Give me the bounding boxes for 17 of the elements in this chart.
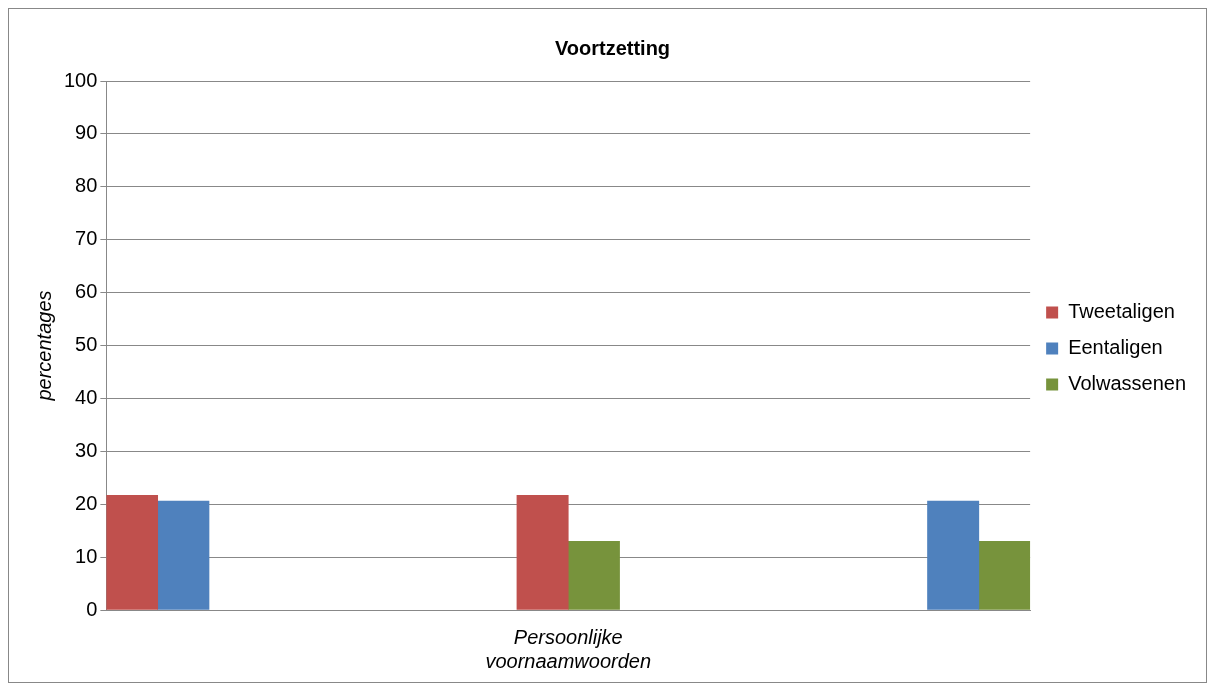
legend-label: Eentaligen bbox=[1068, 336, 1163, 359]
y-tick-label: 90 bbox=[75, 121, 98, 144]
y-tick-label: 0 bbox=[86, 597, 98, 620]
y-tick-label: 70 bbox=[75, 227, 98, 250]
y-tick-label: 30 bbox=[75, 438, 98, 461]
x-axis-title: Persoonlijke voornaamwoorden bbox=[485, 625, 652, 672]
y-tick-label: 80 bbox=[75, 174, 98, 197]
legend-label: Tweetaligen bbox=[1068, 300, 1175, 323]
y-tick-label: 40 bbox=[75, 385, 98, 408]
y-tick-label: 60 bbox=[75, 280, 98, 303]
y-tick-label: 100 bbox=[63, 68, 98, 91]
y-tick-label: 50 bbox=[75, 333, 98, 356]
y-tick-label: 20 bbox=[75, 491, 98, 514]
y-tick-label: 10 bbox=[75, 544, 98, 567]
chart-title: Voortzetting bbox=[554, 36, 671, 59]
y-axis-title: percentages bbox=[32, 290, 55, 402]
legend-label: Volwassenen bbox=[1068, 372, 1187, 395]
